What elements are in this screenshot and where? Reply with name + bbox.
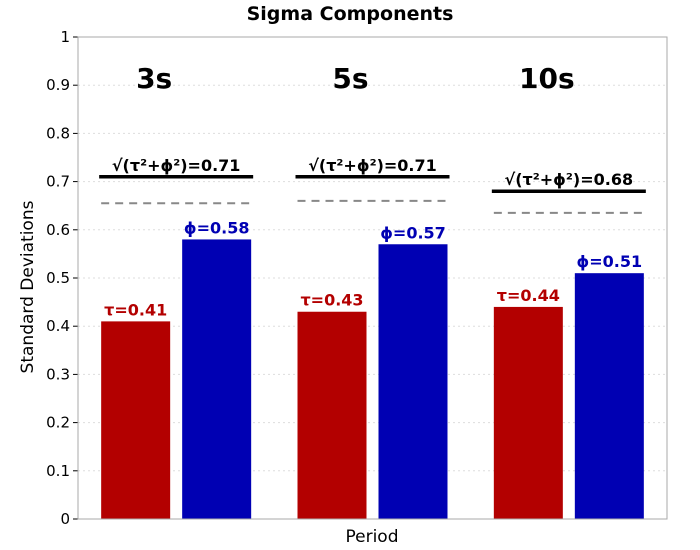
y-tick-label: 0.8 xyxy=(46,124,70,142)
y-tick-label: 0.4 xyxy=(46,317,70,335)
y-axis-label: Standard Deviations xyxy=(18,200,38,373)
y-tick-label: 0.6 xyxy=(46,221,70,239)
y-tick-label: 0.5 xyxy=(46,269,70,287)
combined-sigma-label: √(τ²+ϕ²)=0.68 xyxy=(505,170,634,189)
bar-label-phi: ϕ=0.51 xyxy=(577,252,643,271)
bar-label-phi: ϕ=0.57 xyxy=(380,223,446,242)
y-tick-label: 0.3 xyxy=(46,365,70,383)
y-axis-ticks: 0 0.1 0.2 0.3 0.4 0.5 0.6 0.7 0.8 0.9 1 xyxy=(46,28,78,528)
combined-sigma-label: √(τ²+ϕ²)=0.71 xyxy=(112,156,241,175)
y-tick-label: 0.1 xyxy=(46,462,70,480)
bar-tau xyxy=(101,321,171,519)
value-labels: 3s τ=0.41 ϕ=0.58 √(τ²+ϕ²)=0.71 5s τ=0.43 ϕ=0.5… xyxy=(104,62,642,319)
reference-lines xyxy=(99,175,646,214)
category-label: 5s xyxy=(332,62,368,95)
bar-label-tau: τ=0.41 xyxy=(104,300,167,319)
combined-sigma-label: √(τ²+ϕ²)=0.71 xyxy=(308,156,437,175)
y-tick-label: 0 xyxy=(60,510,70,528)
x-axis-label: Period xyxy=(345,527,398,547)
bar-label-phi: ϕ=0.58 xyxy=(184,218,250,237)
y-tick-label: 0.2 xyxy=(46,414,70,432)
bar-label-tau: τ=0.43 xyxy=(300,291,363,310)
bar-phi xyxy=(574,273,644,519)
bar-tau xyxy=(297,311,367,519)
plot-area-frame xyxy=(77,36,668,520)
bar-phi xyxy=(378,244,448,519)
category-label: 10s xyxy=(519,62,575,95)
y-tick-label: 0.7 xyxy=(46,173,70,191)
bars xyxy=(101,239,644,519)
chart-title: Sigma Components xyxy=(247,3,454,25)
category-label: 3s xyxy=(136,62,172,95)
bar-tau xyxy=(493,306,563,519)
y-tick-label: 1 xyxy=(60,28,70,46)
y-tick-label: 0.9 xyxy=(46,76,70,94)
grid-lines xyxy=(78,84,667,472)
bar-label-tau: τ=0.44 xyxy=(497,286,560,305)
bar-phi xyxy=(182,239,252,519)
